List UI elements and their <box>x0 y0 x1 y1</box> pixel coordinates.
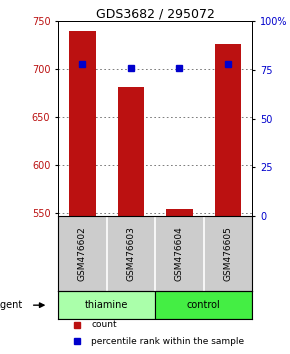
Text: thiamine: thiamine <box>85 300 128 310</box>
Bar <box>69 31 96 216</box>
Text: GSM476605: GSM476605 <box>224 226 233 281</box>
Title: GDS3682 / 295072: GDS3682 / 295072 <box>96 7 215 20</box>
Bar <box>215 44 241 216</box>
Text: GSM476603: GSM476603 <box>126 226 135 281</box>
Text: control: control <box>187 300 221 310</box>
Text: GSM476602: GSM476602 <box>78 226 87 281</box>
Text: count: count <box>91 320 117 329</box>
Bar <box>155 291 252 319</box>
Bar <box>166 209 193 216</box>
Text: percentile rank within the sample: percentile rank within the sample <box>91 337 244 346</box>
Text: GSM476604: GSM476604 <box>175 226 184 281</box>
Bar <box>117 86 144 216</box>
Bar <box>58 291 155 319</box>
Text: agent: agent <box>0 300 23 310</box>
